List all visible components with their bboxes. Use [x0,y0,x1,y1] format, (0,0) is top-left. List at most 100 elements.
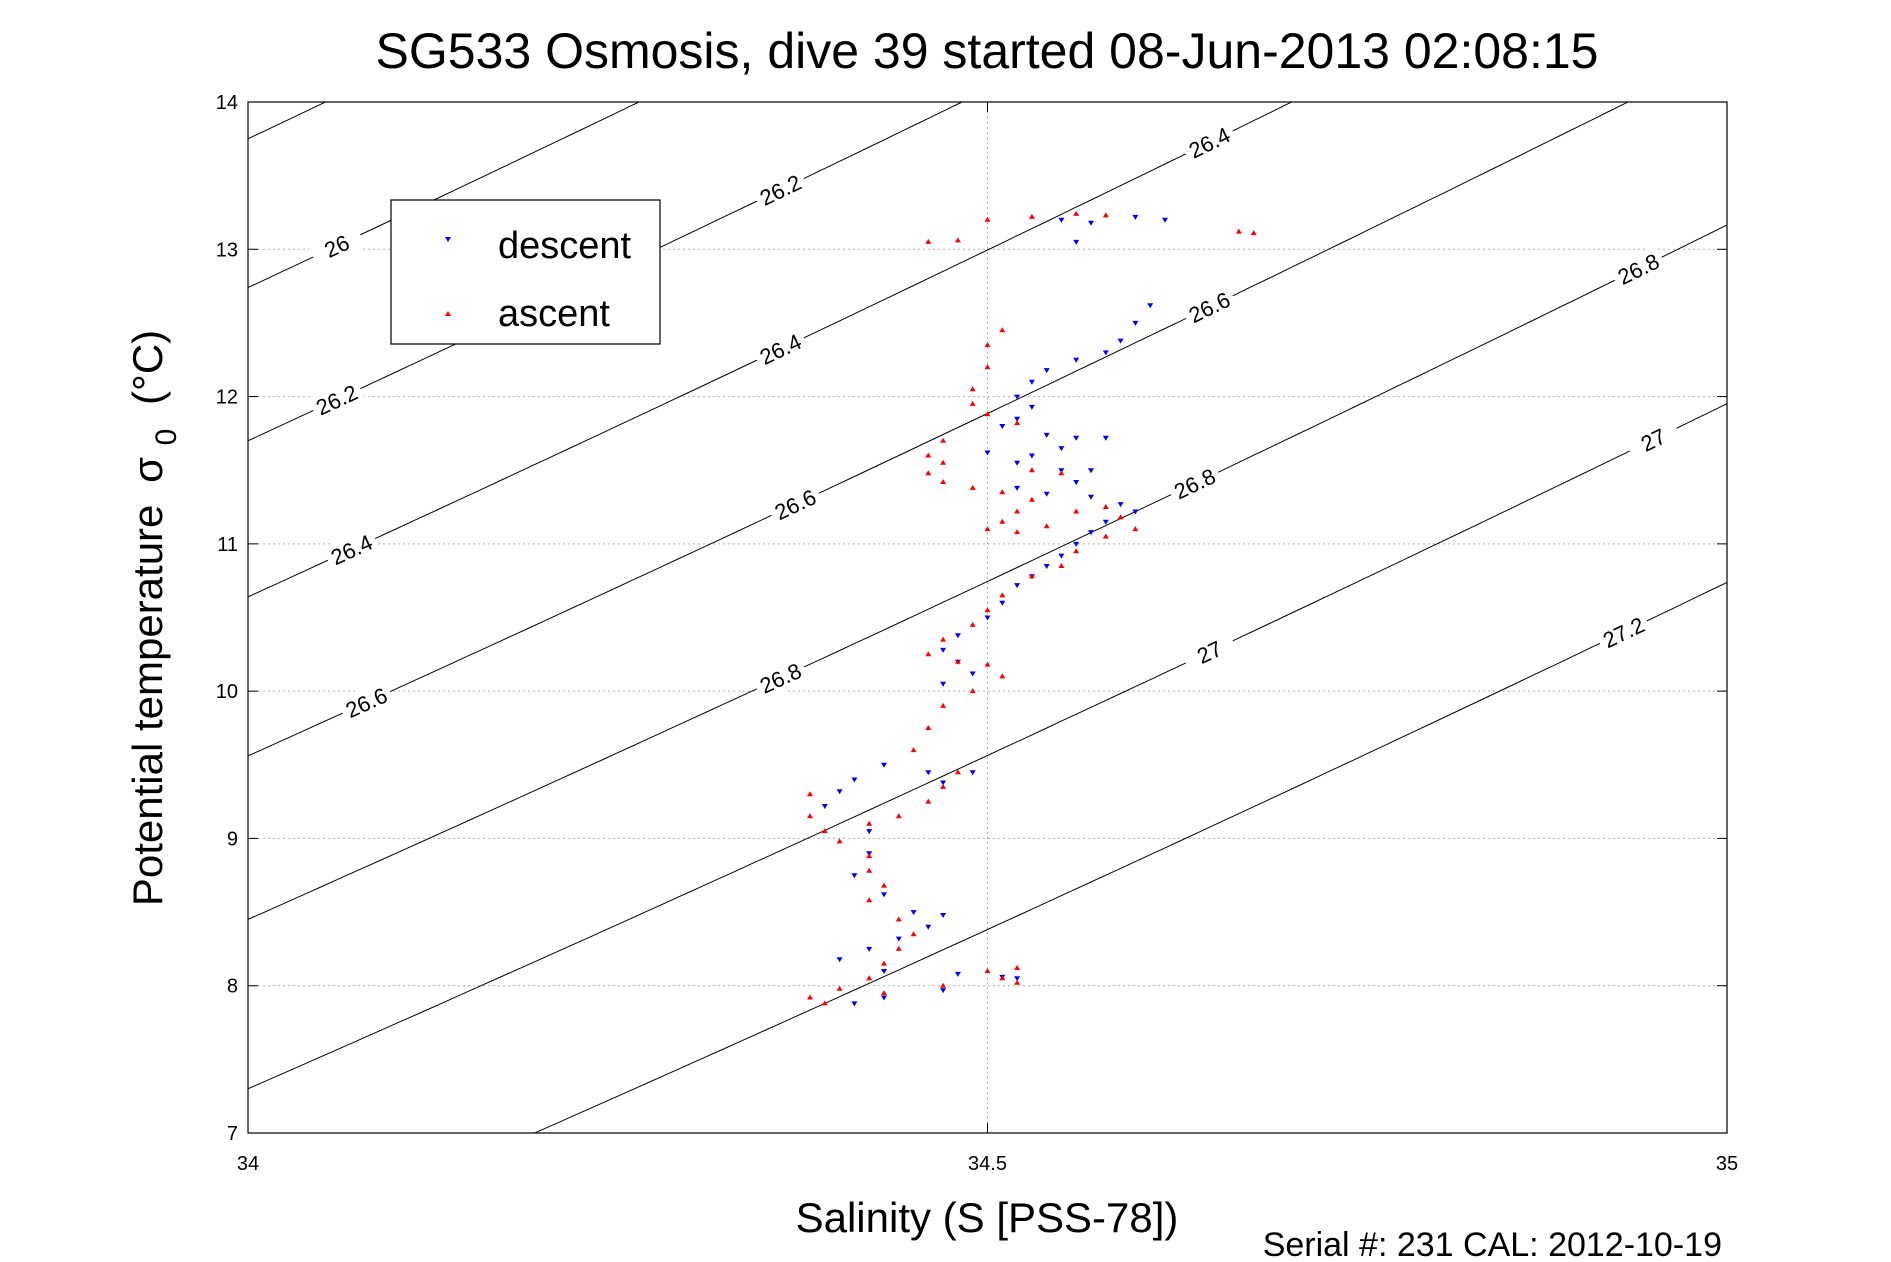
descent-point [1014,394,1021,400]
legend-label-ascent: ascent [498,293,610,335]
descent-point [1014,460,1021,466]
isopycnal-label-bg [1608,244,1668,293]
descent-point [999,600,1006,606]
ascent-point [940,459,947,465]
descent-point [1073,541,1080,547]
descent-point [1043,432,1050,438]
ascent-point [807,791,813,797]
ascent-point [984,526,991,532]
descent-point [881,995,887,1001]
ascent-point [910,747,917,753]
ascent-point [999,592,1006,598]
descent-point [1088,220,1094,226]
isopycnal-label-bg [322,525,381,573]
ascent-point [999,673,1006,679]
ascent-point [984,968,991,973]
descent-point [1132,214,1139,220]
legend-marker-ascent [445,311,451,316]
descent-point [940,913,947,918]
ascent-point [1117,514,1124,520]
ascent-point [1028,213,1035,219]
ascent-point [954,237,961,243]
descent-point [1043,564,1050,569]
ascent-point [866,897,873,903]
descent-point [954,633,961,639]
ascent-point [999,327,1006,333]
ascent-point [881,960,887,966]
descent-point [866,829,873,835]
y-axis-label-unit: (°C) [124,330,171,405]
ascent-point [940,479,947,484]
descent-point [1058,217,1065,223]
ascent-point [866,975,873,981]
ascent-point [1058,470,1065,476]
y-axis-label-text: Potential temperature [124,505,171,907]
ascent-point [910,931,917,937]
y-tick-label: 9 [227,828,238,850]
descent-point [1102,435,1109,441]
ascent-point [1014,965,1021,970]
ascent-point [954,769,961,775]
ascent-point [999,975,1006,981]
isopycnal-label: 26.2 [750,165,810,214]
descent-point [940,988,947,994]
descent-point [1147,303,1154,309]
descent-point [1073,239,1080,245]
descent-point [1102,350,1109,356]
ascent-point [1102,212,1109,218]
ascent-point [1102,504,1109,509]
x-tick-label: 34 [237,1153,259,1175]
descent-point [836,789,843,795]
descent-point [1132,320,1139,326]
descent-point [1117,502,1124,508]
descent-point [969,770,976,776]
ascent-point [1014,508,1021,514]
descent-point [1088,494,1094,500]
descent-point [1028,379,1035,385]
descent-point [984,450,991,456]
isopycnal-label-bg [750,654,810,702]
isopycnal-label-bg [765,480,825,529]
ascent-point [940,636,947,642]
ascent-point [940,437,947,443]
y-axis-label-symbol: σ [124,457,171,483]
isopycnal-label: 26.6 [336,678,396,726]
ascent-point [954,658,961,664]
isopycnal-line [533,581,1727,1133]
descent-point [851,1001,858,1007]
isopycnal-label-bg [750,165,810,214]
ascent-point [925,725,932,730]
ascent-point [1043,523,1050,529]
data-points [807,210,1257,1007]
serial-cal-footer: Serial #: 231 CAL: 2012-10-19 [1263,1226,1722,1262]
isopycnal-label-bg [1594,608,1653,656]
descent-point [1073,435,1080,441]
y-axis-label-group: Potential temperature σ 0 (°C) [124,330,185,906]
y-axis-label-subscript: 0 [150,429,183,446]
descent-point [1132,509,1139,515]
descent-point [1102,519,1109,525]
ascent-point [1028,467,1035,473]
y-axis-label: Potential temperature σ 0 (°C) [124,330,185,906]
ascent-point [969,621,976,627]
ascent-point [895,945,902,951]
ascent-point [1235,228,1242,234]
ascent-point [1073,548,1080,554]
ascent-point [866,853,873,859]
descent-point [1162,217,1168,223]
descent-point [1014,976,1021,982]
y-tick-label: 7 [227,1123,238,1145]
descent-point [940,780,947,786]
descent-point [1014,416,1021,422]
ascent-point [1132,526,1139,532]
isopycnal-line [248,102,1293,598]
descent-point [821,804,828,809]
descent-point [1014,485,1021,491]
ascent-point [969,386,976,392]
descent-point [1014,583,1021,589]
descent-point [1028,404,1035,410]
descent-point [910,910,917,916]
ascent-point [807,813,813,819]
descent-point [1058,446,1065,452]
